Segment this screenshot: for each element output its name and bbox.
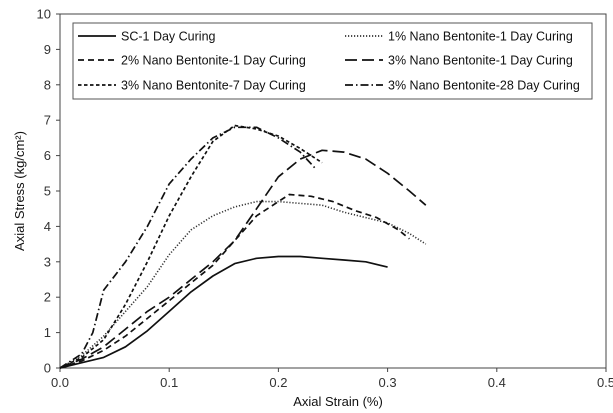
x-axis-label: Axial Strain (%)	[293, 394, 383, 409]
legend-box	[72, 22, 593, 100]
y-tick-label: 0	[44, 361, 51, 376]
x-tick-label: 0.4	[488, 375, 506, 390]
y-tick-label: 9	[44, 42, 51, 57]
y-tick-label: 3	[44, 254, 51, 269]
y-tick-label: 10	[37, 7, 51, 22]
x-tick-label: 0.2	[269, 375, 287, 390]
legend-label-6: 3% Nano Bentonite-28 Day Curing	[388, 79, 580, 93]
series-line-3	[59, 193, 410, 369]
series-line-4	[59, 149, 427, 369]
y-tick-label: 7	[44, 113, 51, 128]
x-tick-label: 0.3	[379, 375, 397, 390]
series-line-6	[59, 126, 318, 369]
series-line-1	[59, 255, 388, 369]
y-tick-label: 5	[44, 184, 51, 199]
y-tick-label: 8	[44, 77, 51, 92]
x-tick-label: 0.0	[51, 375, 69, 390]
y-tick-label: 6	[44, 148, 51, 163]
series-layer	[59, 124, 427, 369]
legend-label-3: 2% Nano Bentonite-1 Day Curing	[121, 54, 306, 68]
legend-label-2: 1% Nano Bentonite-1 Day Curing	[388, 30, 573, 44]
legend-label-1: SC-1 Day Curing	[121, 30, 216, 44]
y-tick-label: 2	[44, 290, 51, 305]
y-tick-label: 1	[44, 325, 51, 340]
series-line-5	[59, 124, 323, 369]
legend-label-4: 3% Nano Bentonite-1 Day Curing	[388, 54, 573, 68]
series-line-2	[59, 200, 427, 369]
axes: 0 1 2 3 4 5 6 7 8 9 10 0.0 0.1 0.2 0.3 0.4 0.5	[37, 7, 613, 391]
x-tick-label: 0.1	[160, 375, 178, 390]
x-tick-label: 0.5	[597, 375, 613, 390]
y-tick-label: 4	[44, 219, 51, 234]
y-axis-label: Axial Stress (kg/cm²)	[12, 131, 27, 251]
legend: SC-1 Day Curing 1% Nano Bentonite-1 Day C…	[72, 22, 593, 100]
legend-label-5: 3% Nano Bentonite-7 Day Curing	[121, 79, 306, 93]
